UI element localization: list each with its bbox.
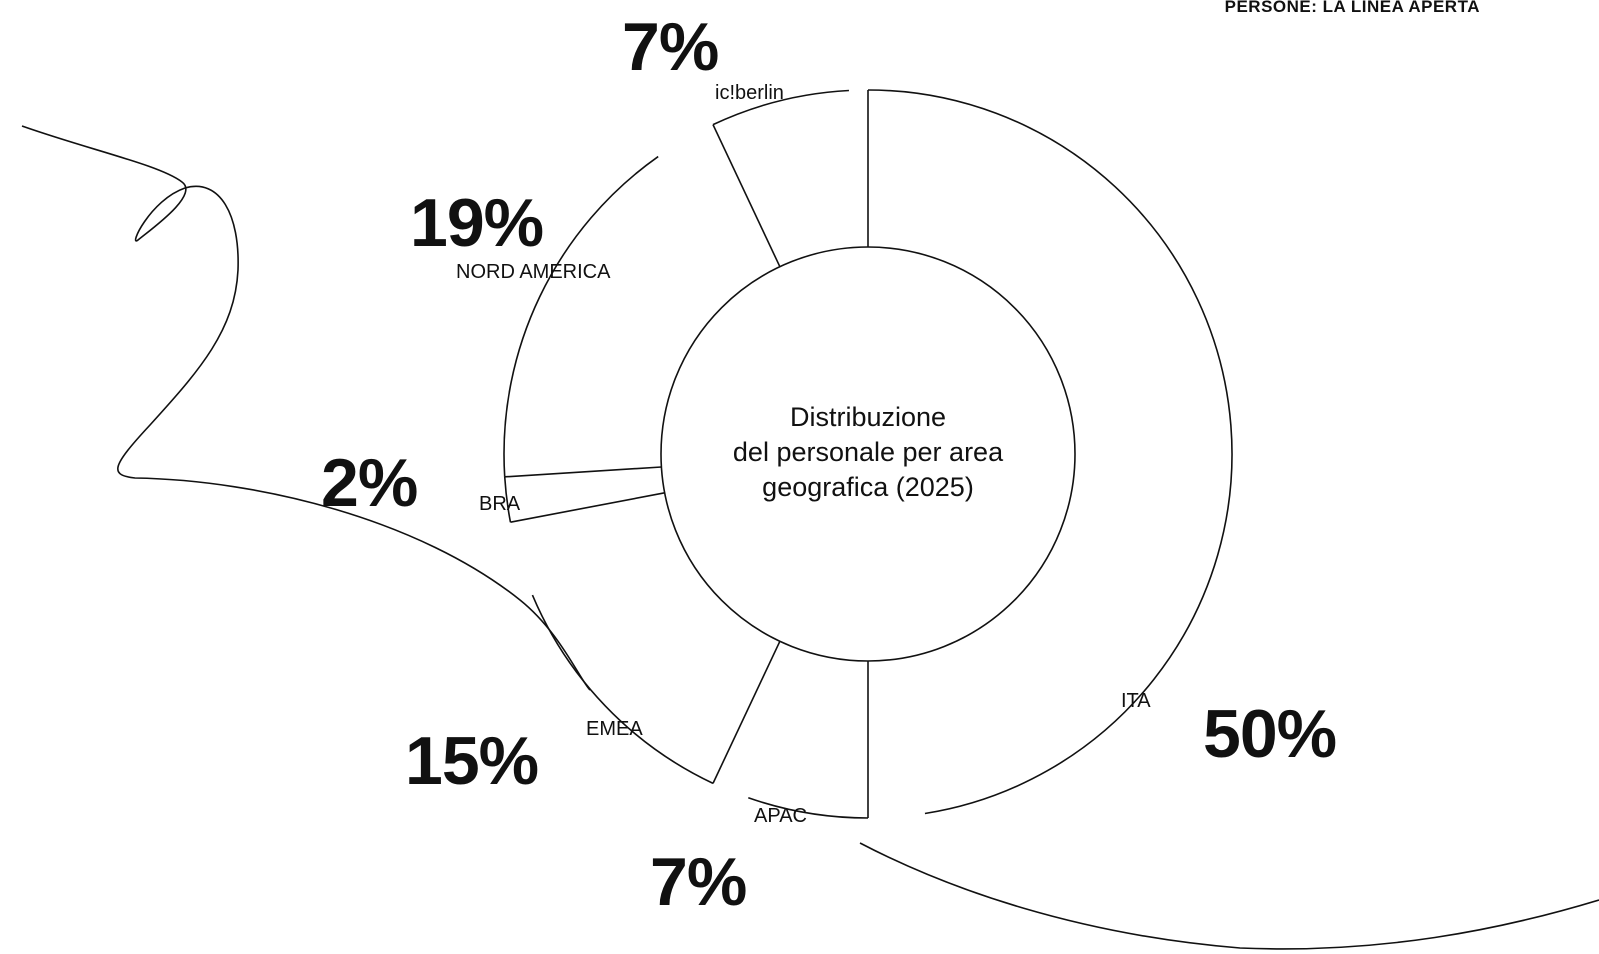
slice-divider-emea xyxy=(712,640,781,784)
slice-arc-ic-berlin xyxy=(712,89,849,126)
slice-value-emea: 15% xyxy=(405,723,538,799)
slice-arc-nord-america xyxy=(503,155,659,477)
slice-label-icberlin: ic!berlin xyxy=(715,82,784,104)
slice-label-emea: EMEA xyxy=(586,718,643,740)
slice-dividers xyxy=(504,90,869,818)
center-title-line-3: geografica (2025) xyxy=(762,472,974,502)
slice-value-bra: 2% xyxy=(321,445,417,521)
slice-divider-bra xyxy=(510,492,665,523)
center-title: Distribuzione del personale per area geo… xyxy=(733,402,1004,502)
decorative-line xyxy=(21,125,591,691)
slice-value-ita: 50% xyxy=(1203,696,1336,772)
center-title-line-2: del personale per area xyxy=(733,437,1004,467)
slice-value-nord-america: 19% xyxy=(410,185,543,261)
center-title-line-1: Distribuzione xyxy=(790,402,946,432)
slice-value-icberlin: 7% xyxy=(622,9,718,85)
slice-divider-nord-america xyxy=(504,466,662,478)
slice-label-apac: APAC xyxy=(754,805,807,827)
slice-label-bra: BRA xyxy=(479,493,521,515)
slice-arc-ita xyxy=(867,89,1233,815)
slice-arcs xyxy=(503,89,1233,819)
slice-arc-bra xyxy=(503,476,512,523)
slice-divider-ic-berlin xyxy=(712,124,781,268)
slice-label-ita: ITA xyxy=(1121,690,1151,712)
slice-arc-apac xyxy=(748,796,869,819)
section-label: PERSONE: LA LINEA APERTA xyxy=(1225,0,1480,16)
slice-arc-emea xyxy=(531,594,714,785)
slice-label-nord-america: NORD AMERICA xyxy=(456,261,611,283)
decorative-line-bottom xyxy=(859,842,1599,950)
slice-value-apac: 7% xyxy=(650,844,746,920)
